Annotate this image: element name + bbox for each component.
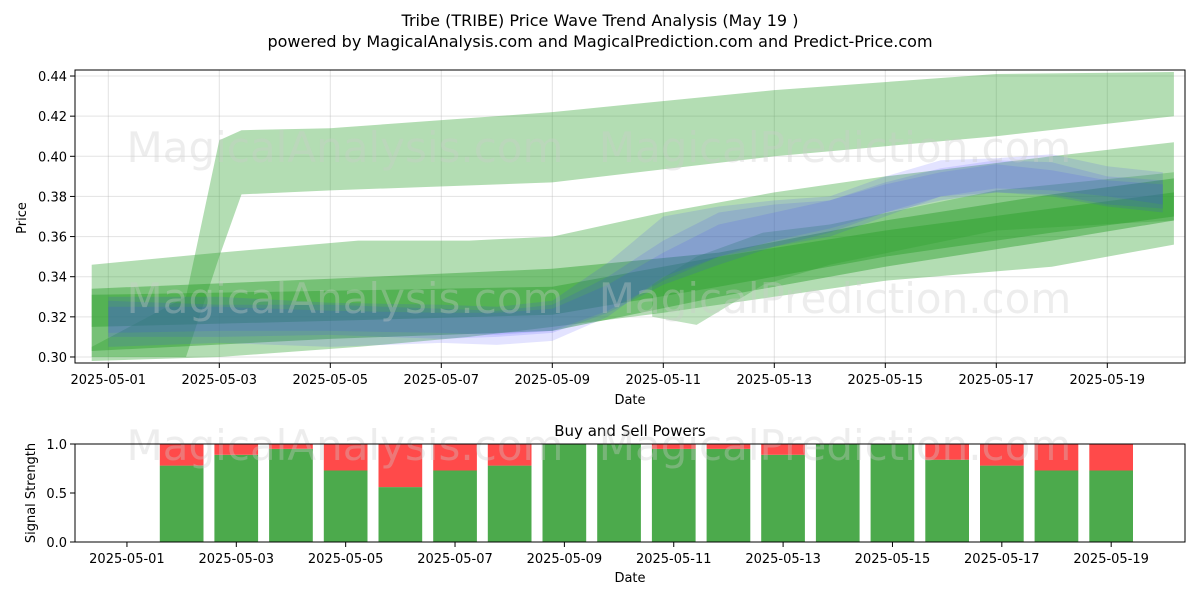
buy-bar	[378, 487, 423, 542]
watermark-prediction-top: MagicalPrediction.com	[599, 123, 1072, 172]
sell-bar	[980, 444, 1024, 466]
signal-panel: Buy and Sell Powers MagicalAnalysis.com …	[24, 421, 1186, 586]
signal-x-tick-label: 2025-05-05	[308, 552, 384, 567]
buy-bar	[925, 459, 969, 542]
signal-x-tick-label: 2025-05-17	[964, 552, 1040, 567]
buy-bar	[269, 448, 313, 542]
green-band-wide-channel	[91, 142, 1174, 361]
price-x-label: Date	[614, 393, 645, 408]
price-y-tick-label: 0.40	[38, 150, 67, 165]
price-x-tick-label: 2025-05-17	[959, 373, 1035, 388]
signal-x-tick-label: 2025-05-13	[745, 552, 821, 567]
price-panel: MagicalAnalysis.com MagicalPrediction.co…	[15, 69, 1186, 408]
signal-x-tick-label: 2025-05-01	[89, 552, 165, 567]
price-frame	[74, 69, 1186, 364]
signal-x-tick-label: 2025-05-09	[527, 552, 603, 567]
green-band-lower-short-channel	[652, 172, 1174, 325]
buy-bar	[597, 444, 641, 542]
signal-y-ticks: 0.0 0.5 1.0	[46, 438, 75, 551]
price-y-ticks: 0.30 0.32 0.34 0.36 0.38 0.40 0.42 0.44	[38, 70, 75, 366]
price-grid	[75, 70, 1185, 363]
signal-x-tick-label: 2025-05-03	[199, 552, 275, 567]
price-x-tick-label: 2025-05-11	[626, 373, 702, 388]
buy-bar	[870, 444, 915, 542]
signal-y-tick-label: 1.0	[46, 438, 67, 453]
price-y-tick-label: 0.30	[38, 351, 67, 366]
watermark-prediction-mid: MagicalPrediction.com	[599, 274, 1072, 323]
price-x-tick-label: 2025-05-09	[515, 373, 591, 388]
signal-y-tick-label: 0.5	[46, 487, 67, 502]
signal-bars	[159, 444, 1133, 542]
price-x-tick-label: 2025-05-07	[404, 373, 480, 388]
price-y-tick-label: 0.42	[38, 110, 67, 125]
signal-y-tick-label: 0.0	[46, 536, 67, 551]
sell-bar	[1034, 444, 1079, 471]
green-band-upper-channel	[91, 72, 1174, 357]
sell-bar	[651, 444, 696, 449]
sell-bar	[323, 444, 368, 471]
signal-x-ticks: 2025-05-01 2025-05-03 2025-05-05 2025-05-07…	[89, 542, 1149, 567]
price-x-tick-label: 2025-05-03	[182, 373, 258, 388]
price-y-tick-label: 0.44	[38, 70, 67, 85]
buy-bar	[706, 448, 751, 542]
price-x-tick-label: 2025-05-05	[293, 373, 369, 388]
buy-bar	[1034, 470, 1079, 542]
price-y-tick-label: 0.36	[38, 231, 67, 246]
price-y-label: Price	[15, 202, 30, 234]
price-y-tick-label: 0.38	[38, 190, 67, 205]
watermark-analysis-bottom: MagicalAnalysis.com	[127, 421, 564, 470]
watermark-analysis-top: MagicalAnalysis.com	[127, 123, 564, 172]
sell-bar	[378, 444, 423, 488]
signal-y-label: Signal Strength	[24, 443, 39, 543]
signal-x-tick-label: 2025-05-11	[636, 552, 712, 567]
sell-bar	[487, 444, 532, 466]
blue-band-wave-2	[108, 160, 1163, 339]
sell-bar	[925, 444, 969, 460]
buy-bar	[433, 470, 477, 542]
buy-bar	[159, 465, 204, 542]
price-x-tick-label: 2025-05-15	[848, 373, 924, 388]
blue-band-wave-3	[108, 164, 1163, 335]
buy-bar	[487, 465, 532, 542]
price-y-tick-label: 0.32	[38, 311, 67, 326]
sell-bar	[269, 444, 313, 449]
signal-title: Buy and Sell Powers	[554, 422, 706, 440]
sell-bar	[214, 444, 259, 455]
buy-bar	[1089, 470, 1133, 542]
buy-bar	[323, 470, 368, 542]
chart-subtitle: powered by MagicalAnalysis.com and Magic…	[267, 32, 932, 51]
buy-bar	[815, 444, 860, 542]
sell-bar	[1089, 444, 1133, 471]
green-band-mid-channel	[91, 178, 1174, 351]
price-x-ticks: 2025-05-01 2025-05-03 2025-05-05 2025-05-07…	[71, 363, 1146, 388]
sell-bar	[706, 444, 751, 449]
blue-band-wave-1	[108, 154, 1163, 347]
sell-bar	[433, 444, 477, 471]
buy-bar	[542, 444, 587, 542]
chart-title: Tribe (TRIBE) Price Wave Trend Analysis …	[401, 11, 799, 30]
watermark-analysis-mid: MagicalAnalysis.com	[127, 274, 564, 323]
sell-bar	[761, 444, 805, 455]
signal-x-tick-label: 2025-05-15	[855, 552, 931, 567]
buy-bar	[761, 454, 805, 542]
buy-bar	[980, 465, 1024, 542]
price-bands	[91, 72, 1174, 361]
signal-x-tick-label: 2025-05-19	[1073, 552, 1149, 567]
price-x-tick-label: 2025-05-01	[71, 373, 147, 388]
signal-x-label: Date	[614, 571, 645, 586]
price-x-tick-label: 2025-05-19	[1070, 373, 1146, 388]
buy-bar	[651, 448, 696, 542]
watermark-prediction-bottom: MagicalPrediction.com	[599, 421, 1072, 470]
price-x-tick-label: 2025-05-13	[737, 373, 813, 388]
signal-x-tick-label: 2025-05-07	[417, 552, 493, 567]
sell-bar	[159, 444, 204, 466]
green-band-inner-channel	[91, 192, 1174, 327]
buy-bar	[214, 454, 259, 542]
price-y-tick-label: 0.34	[38, 271, 67, 286]
